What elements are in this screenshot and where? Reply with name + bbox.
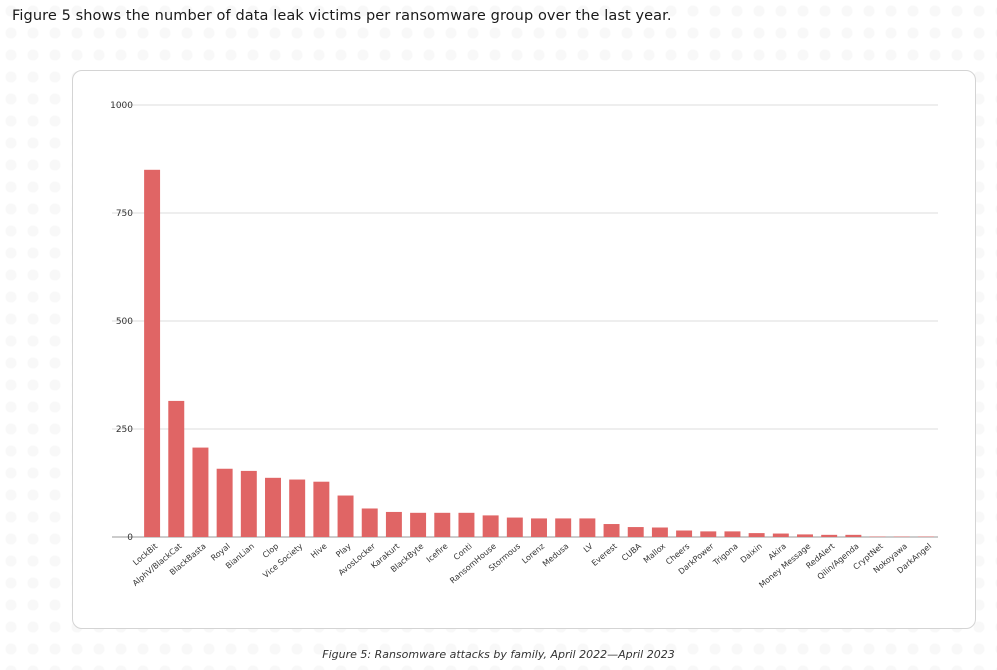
x-tick-label: Hive <box>309 542 329 560</box>
bar <box>289 479 306 537</box>
bar <box>361 508 378 537</box>
y-tick-label: 0 <box>127 533 133 543</box>
x-tick-label: LV <box>582 541 595 554</box>
x-tick-label: Clop <box>261 542 280 560</box>
bar <box>216 468 233 537</box>
bar <box>506 517 523 537</box>
bar <box>337 495 354 537</box>
bar <box>772 533 789 537</box>
bar <box>410 512 427 537</box>
x-tick-label: Play <box>334 541 353 559</box>
y-tick-label: 750 <box>116 209 133 219</box>
bar <box>240 470 257 537</box>
x-tick-label: Icefire <box>425 542 450 565</box>
bar <box>168 400 185 537</box>
x-tick-label: Everest <box>590 542 619 568</box>
bar <box>724 531 741 537</box>
y-tick-label: 500 <box>116 317 133 327</box>
bar <box>458 512 475 537</box>
bar <box>313 481 330 537</box>
bar <box>434 512 451 537</box>
bar <box>385 511 402 537</box>
y-tick-label: 250 <box>116 425 133 435</box>
bar <box>555 518 572 537</box>
bar <box>603 524 620 537</box>
y-tick-label: 1000 <box>110 101 133 111</box>
bar <box>676 530 693 537</box>
bar <box>144 169 161 538</box>
bar <box>700 531 717 537</box>
bar <box>482 515 499 537</box>
x-tick-label: Mallox <box>642 541 668 565</box>
bar <box>579 518 596 537</box>
x-tick-label: Trigona <box>711 542 740 568</box>
bar <box>265 477 281 537</box>
x-tick-label: Daixin <box>739 542 764 565</box>
bar <box>845 534 862 537</box>
bar <box>627 527 644 537</box>
bar <box>651 527 668 537</box>
x-tick-label: CUBA <box>620 541 643 563</box>
bar <box>748 533 765 537</box>
figure-caption: Figure 5: Ransomware attacks by family, … <box>322 648 675 661</box>
bar <box>821 534 838 537</box>
intro-text: Figure 5 shows the number of data leak v… <box>12 8 672 24</box>
bar <box>797 534 813 537</box>
x-tick-label: Medusa <box>541 542 571 569</box>
bar <box>192 447 209 537</box>
bar <box>531 518 547 537</box>
